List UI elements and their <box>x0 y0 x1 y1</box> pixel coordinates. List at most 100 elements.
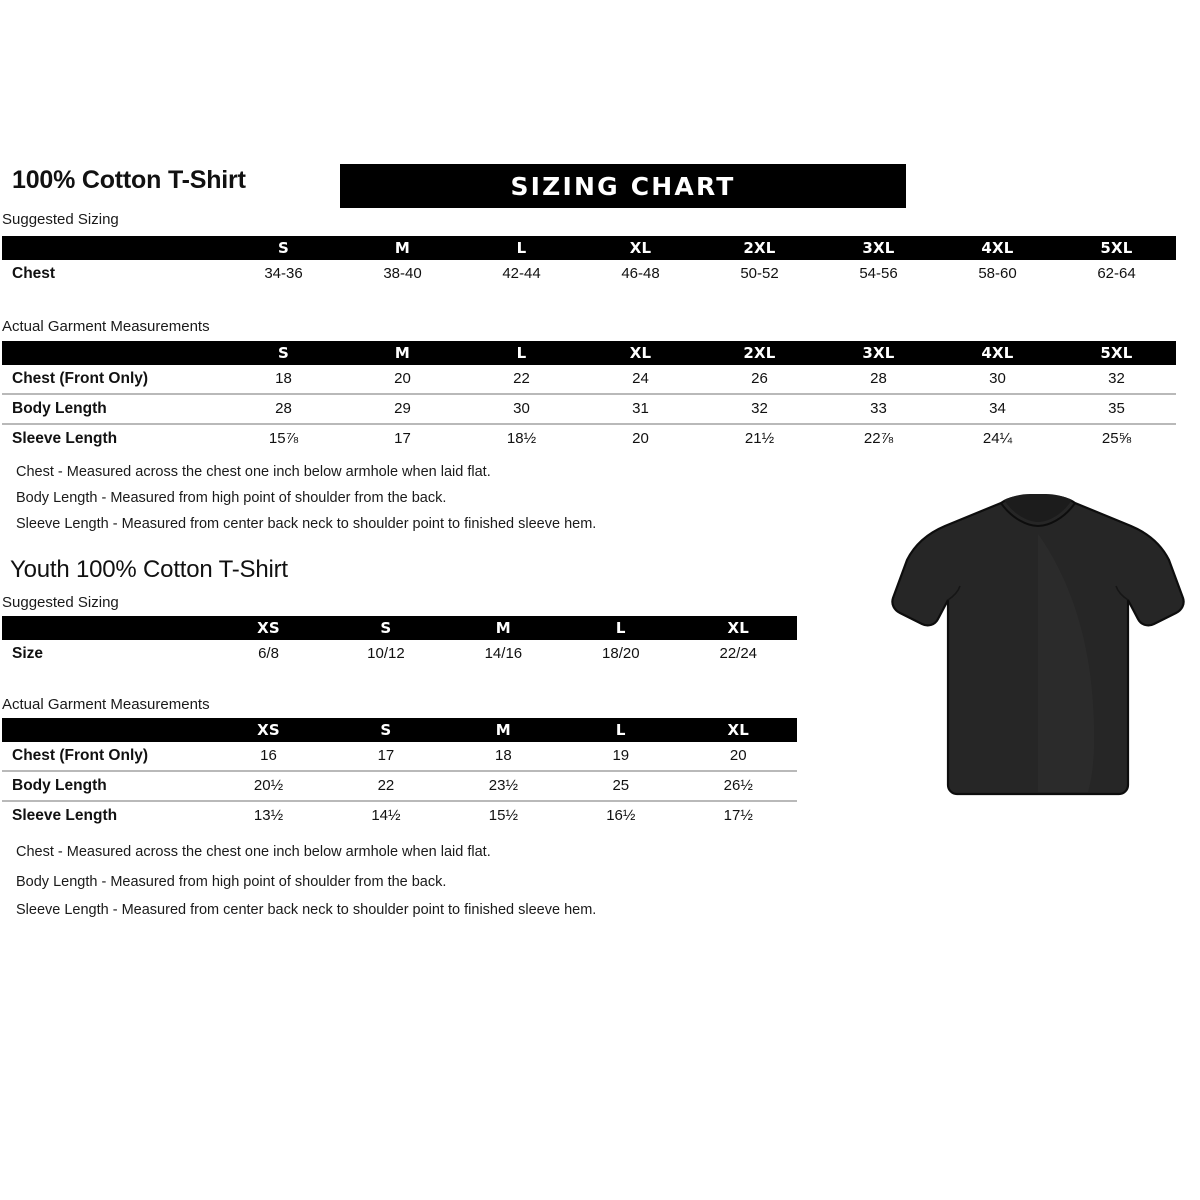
table-cell: 17 <box>343 423 462 453</box>
column-header: M <box>394 344 411 362</box>
table-cell: 22/24 <box>719 645 758 662</box>
table-cell: 28 <box>870 370 887 387</box>
table-cell: 42-44 <box>502 265 541 282</box>
table-cell: 22 <box>513 370 530 387</box>
table-cell: 18½ <box>462 423 581 453</box>
column-header: M <box>495 721 511 739</box>
column-header: M <box>495 619 511 637</box>
row-label: Chest <box>12 265 56 282</box>
table-cell: 58-60 <box>978 265 1017 282</box>
table-corner-cell <box>2 341 224 365</box>
column-header: L <box>615 619 626 637</box>
column-header: 4XL <box>981 344 1014 362</box>
youth-note-chest: Chest - Measured across the chest one in… <box>16 844 491 860</box>
table-cell: 23½ <box>444 770 563 801</box>
adult-suggested-sizing-table: S M L XL 2XL 3XL 4XL 5XL Chest 34-36 38-… <box>2 236 1176 288</box>
tshirt-collar-band <box>1004 494 1072 522</box>
column-header: M <box>394 239 411 257</box>
table-cell: 10/12 <box>367 645 405 662</box>
tshirt-collar-shape <box>1000 502 1076 528</box>
table-cell: 21½ <box>700 423 819 453</box>
table-cell: 20 <box>729 747 747 764</box>
table-cell: 17½ <box>679 800 797 830</box>
black-tshirt-illustration <box>888 474 1188 814</box>
table-row: Sleeve Length 13½ 14½ 15½ 16½ 17½ <box>2 800 797 830</box>
row-label: Body Length <box>2 393 224 424</box>
table-cell: 32 <box>700 393 819 424</box>
table-cell: 16 <box>260 747 277 764</box>
youth-actual-measurements-label: Actual Garment Measurements <box>2 696 210 713</box>
table-row: Body Length 28 29 30 31 32 33 34 35 <box>2 393 1176 424</box>
table-cell: 18/20 <box>602 645 640 662</box>
column-header: XL <box>727 721 750 739</box>
table-cell: 31 <box>581 393 700 424</box>
table-cell: 14/16 <box>484 645 523 662</box>
table-cell: 14½ <box>327 800 445 830</box>
youth-suggested-sizing-table: XS S M L XL Size 6/8 10/12 14/16 18/20 2… <box>2 616 797 668</box>
table-row: Sleeve Length 15⅞ 17 18½ 20 21½ 22⅞ 24¼ … <box>2 423 1176 453</box>
table-cell: 20 <box>394 370 411 387</box>
column-header: S <box>380 619 392 637</box>
table-header-row: S M L XL 2XL 3XL 4XL 5XL <box>2 236 1176 260</box>
column-header: L <box>516 344 527 362</box>
table-cell: 20 <box>581 423 700 453</box>
table-corner-cell <box>2 718 210 742</box>
column-header: XL <box>727 619 750 637</box>
table-row: Body Length 20½ 22 23½ 25 26½ <box>2 770 797 801</box>
table-cell: 62-64 <box>1097 265 1136 282</box>
table-corner-cell <box>2 236 224 260</box>
column-header: S <box>380 721 392 739</box>
row-label: Size <box>12 645 44 662</box>
table-cell: 50-52 <box>740 265 779 282</box>
column-header: 5XL <box>1100 344 1133 362</box>
table-cell: 29 <box>343 393 462 424</box>
table-cell: 19 <box>612 747 630 764</box>
column-header: 3XL <box>862 239 895 257</box>
table-corner-cell <box>2 616 210 640</box>
adult-actual-measurements-label: Actual Garment Measurements <box>2 318 210 335</box>
column-header: S <box>277 239 289 257</box>
table-cell: 54-56 <box>859 265 898 282</box>
column-header: 4XL <box>981 239 1014 257</box>
column-header: 3XL <box>862 344 895 362</box>
table-header-row: XS S M L XL <box>2 718 797 742</box>
row-label: Sleeve Length <box>2 423 224 453</box>
table-cell: 13½ <box>209 800 328 830</box>
column-header: XS <box>257 619 280 637</box>
table-cell: 18 <box>495 747 512 764</box>
table-cell: 24 <box>632 370 649 387</box>
table-cell: 15½ <box>444 800 563 830</box>
table-header-row: S M L XL 2XL 3XL 4XL 5XL <box>2 341 1176 365</box>
column-header: L <box>516 239 527 257</box>
table-row: Chest (Front Only) 16 17 18 19 20 <box>2 742 797 771</box>
column-header: 2XL <box>743 239 776 257</box>
column-header: XL <box>629 344 652 362</box>
youth-note-body-length: Body Length - Measured from high point o… <box>16 874 447 890</box>
youth-product-title: Youth 100% Cotton T-Shirt <box>10 556 288 583</box>
adult-suggested-sizing-label: Suggested Sizing <box>2 211 119 228</box>
adult-note-sleeve-length: Sleeve Length - Measured from center bac… <box>16 516 597 532</box>
table-cell: 28 <box>224 393 343 424</box>
table-cell: 26 <box>751 370 768 387</box>
table-row: Chest (Front Only) 18 20 22 24 26 28 30 … <box>2 365 1176 394</box>
column-header: S <box>277 344 289 362</box>
table-cell: 6/8 <box>258 645 279 662</box>
table-cell: 26½ <box>679 770 797 801</box>
table-cell: 25 <box>562 770 680 801</box>
table-cell: 35 <box>1057 393 1176 424</box>
column-header: L <box>615 721 626 739</box>
adult-note-body-length: Body Length - Measured from high point o… <box>16 490 447 506</box>
column-header: XL <box>629 239 652 257</box>
column-header: XS <box>257 721 280 739</box>
tshirt-icon <box>891 494 1185 796</box>
tshirt-fabric-highlight <box>1038 534 1095 792</box>
table-cell: 34-36 <box>264 265 303 282</box>
table-cell: 32 <box>1108 370 1125 387</box>
youth-note-sleeve-length: Sleeve Length - Measured from center bac… <box>16 902 597 918</box>
sizing-chart-banner-label: SIZING CHART <box>510 171 736 201</box>
table-header-row: XS S M L XL <box>2 616 797 640</box>
table-cell: 30 <box>989 370 1006 387</box>
table-cell: 20½ <box>209 770 328 801</box>
adult-actual-measurements-table: S M L XL 2XL 3XL 4XL 5XL Chest (Front On… <box>2 341 1176 453</box>
table-cell: 18 <box>275 370 292 387</box>
